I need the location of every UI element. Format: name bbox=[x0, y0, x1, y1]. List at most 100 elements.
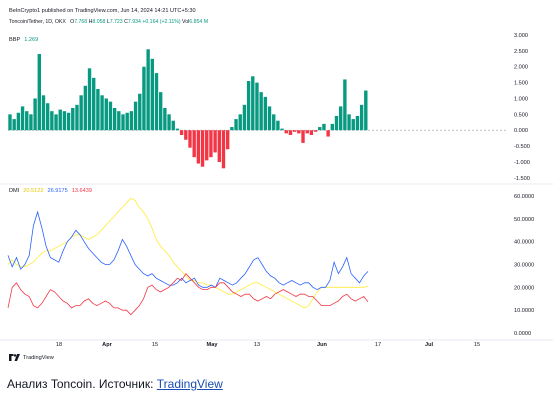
bbp-bar bbox=[58, 109, 62, 131]
x-axis-tick: 15 bbox=[152, 342, 158, 348]
dmi-legend-value-plus-di: 26.9175 bbox=[47, 188, 68, 194]
bbp-bar bbox=[334, 115, 339, 131]
bbp-legend[interactable]: BBP 1.269 bbox=[9, 37, 38, 43]
bbp-bar bbox=[133, 101, 138, 131]
bbp-bar bbox=[288, 130, 293, 135]
bbp-bar bbox=[33, 98, 37, 131]
dmi-legend-value-adx: 20.5122 bbox=[23, 188, 44, 194]
bbp-bar bbox=[200, 130, 205, 167]
dmi-legend-name: DMI bbox=[9, 188, 20, 194]
bbp-bar bbox=[221, 130, 226, 169]
volume-label: Vol bbox=[182, 19, 190, 25]
bbp-bar bbox=[37, 54, 41, 131]
bbp-chart[interactable]: 3.000 2.500 2.000 1.500 1.000 0.500 0.000 -0.50… bbox=[0, 0, 553, 368]
bbp-bar bbox=[62, 111, 67, 131]
bbp-bar bbox=[87, 68, 92, 131]
bbp-bar bbox=[188, 130, 192, 148]
bbp-bar bbox=[326, 130, 330, 137]
bbp-bar bbox=[251, 76, 255, 131]
low-label: L bbox=[106, 19, 110, 25]
x-axis-tick: May bbox=[207, 342, 219, 348]
bbp-bar bbox=[318, 127, 322, 131]
x-axis-tick: 13 bbox=[254, 342, 260, 348]
x-axis-tick: 15 bbox=[474, 342, 480, 348]
bbp-bar bbox=[338, 106, 343, 131]
bbp-bar bbox=[45, 103, 50, 131]
dmi-y-tick: 40.0000 bbox=[514, 240, 534, 246]
publish-line: BeInCrypto1 published on TradingView.com… bbox=[9, 8, 196, 14]
bbp-y-tick: -1.000 bbox=[514, 160, 530, 166]
x-axis-tick: 18 bbox=[56, 342, 62, 348]
low-value: 7.723 bbox=[109, 19, 123, 25]
bbp-bar bbox=[263, 96, 268, 131]
bbp-bar bbox=[272, 114, 276, 131]
bbp-bar bbox=[292, 130, 297, 132]
bbp-y-tick: 1.000 bbox=[514, 96, 528, 102]
bbp-bar bbox=[150, 58, 155, 131]
bbp-bar bbox=[267, 106, 272, 131]
bbp-bar bbox=[347, 114, 351, 131]
bbp-bar bbox=[246, 81, 251, 131]
bbp-bar bbox=[242, 104, 247, 131]
dmi-y-tick: 60.0000 bbox=[514, 194, 534, 200]
bbp-bar bbox=[276, 120, 280, 131]
bbp-bar bbox=[234, 119, 238, 131]
bbp-bar bbox=[280, 128, 284, 131]
x-axis-tick: Apr bbox=[102, 342, 112, 348]
volume-value: 6.854 M bbox=[189, 19, 209, 25]
change-value: +0.164 (+2.11%) bbox=[142, 19, 181, 25]
bbp-bar bbox=[129, 111, 134, 131]
bbp-bar bbox=[301, 130, 305, 143]
bbp-y-tick: -1.500 bbox=[514, 176, 530, 182]
bbp-bar bbox=[108, 101, 113, 131]
dmi-y-tick: 30.0000 bbox=[514, 263, 534, 269]
bbp-bar bbox=[343, 79, 347, 131]
bbp-bar bbox=[205, 130, 209, 161]
bbp-bar bbox=[330, 123, 335, 131]
bbp-bar bbox=[121, 114, 125, 131]
bbp-bar bbox=[25, 111, 29, 131]
bbp-bar bbox=[309, 130, 314, 135]
bbp-bar bbox=[100, 95, 104, 131]
bbp-bar bbox=[29, 114, 33, 131]
bbp-bar bbox=[16, 112, 21, 131]
bbp-bar bbox=[83, 85, 88, 131]
open-value: 7.768 bbox=[74, 19, 88, 25]
bbp-y-tick: 2.500 bbox=[514, 49, 528, 55]
tradingview-logo[interactable]: TradingView bbox=[9, 354, 54, 361]
bbp-bar bbox=[8, 114, 12, 131]
image-caption: Анализ Toncoin. Источник: TradingView bbox=[7, 377, 223, 391]
bbp-bar bbox=[184, 130, 188, 140]
bbp-bar bbox=[192, 130, 196, 158]
bbp-bar bbox=[255, 82, 259, 131]
bbp-bar bbox=[71, 108, 75, 131]
bbp-y-tick: 3.000 bbox=[514, 33, 528, 39]
dmi-series-line-2 bbox=[7, 272, 369, 316]
bbp-bar bbox=[41, 95, 46, 131]
bbp-bar bbox=[313, 130, 318, 132]
dmi-legend-value-minus-di: 13.6439 bbox=[71, 188, 92, 194]
bbp-bar bbox=[142, 66, 146, 131]
bbp-y-tick: -0.500 bbox=[514, 144, 530, 150]
dmi-legend[interactable]: DMI 20.5122 26.9175 13.6439 bbox=[9, 188, 92, 194]
bbp-bar bbox=[355, 115, 360, 131]
bbp-bar bbox=[163, 108, 167, 131]
symbol-name: Toncoin/Tether, 1D, OKX bbox=[9, 19, 66, 25]
caption-text: Анализ Toncoin. Источник: bbox=[7, 377, 157, 391]
bbp-bar bbox=[138, 93, 142, 131]
dmi-y-tick: 20.0000 bbox=[514, 285, 534, 291]
caption-source-link[interactable]: TradingView bbox=[156, 377, 223, 391]
bbp-bar bbox=[50, 111, 54, 131]
bbp-bar bbox=[213, 130, 217, 153]
bbp-y-tick: 0.000 bbox=[514, 128, 528, 134]
bbp-bar bbox=[179, 130, 184, 135]
bbp-bar bbox=[171, 120, 175, 131]
bbp-bar bbox=[359, 104, 364, 131]
bbp-bar bbox=[104, 98, 108, 131]
bbp-bar bbox=[238, 114, 242, 131]
bbp-bar bbox=[364, 90, 368, 131]
open-label: O bbox=[70, 19, 75, 25]
close-label: C bbox=[124, 19, 128, 25]
bbp-bar bbox=[259, 92, 263, 131]
bbp-bar bbox=[217, 130, 221, 162]
